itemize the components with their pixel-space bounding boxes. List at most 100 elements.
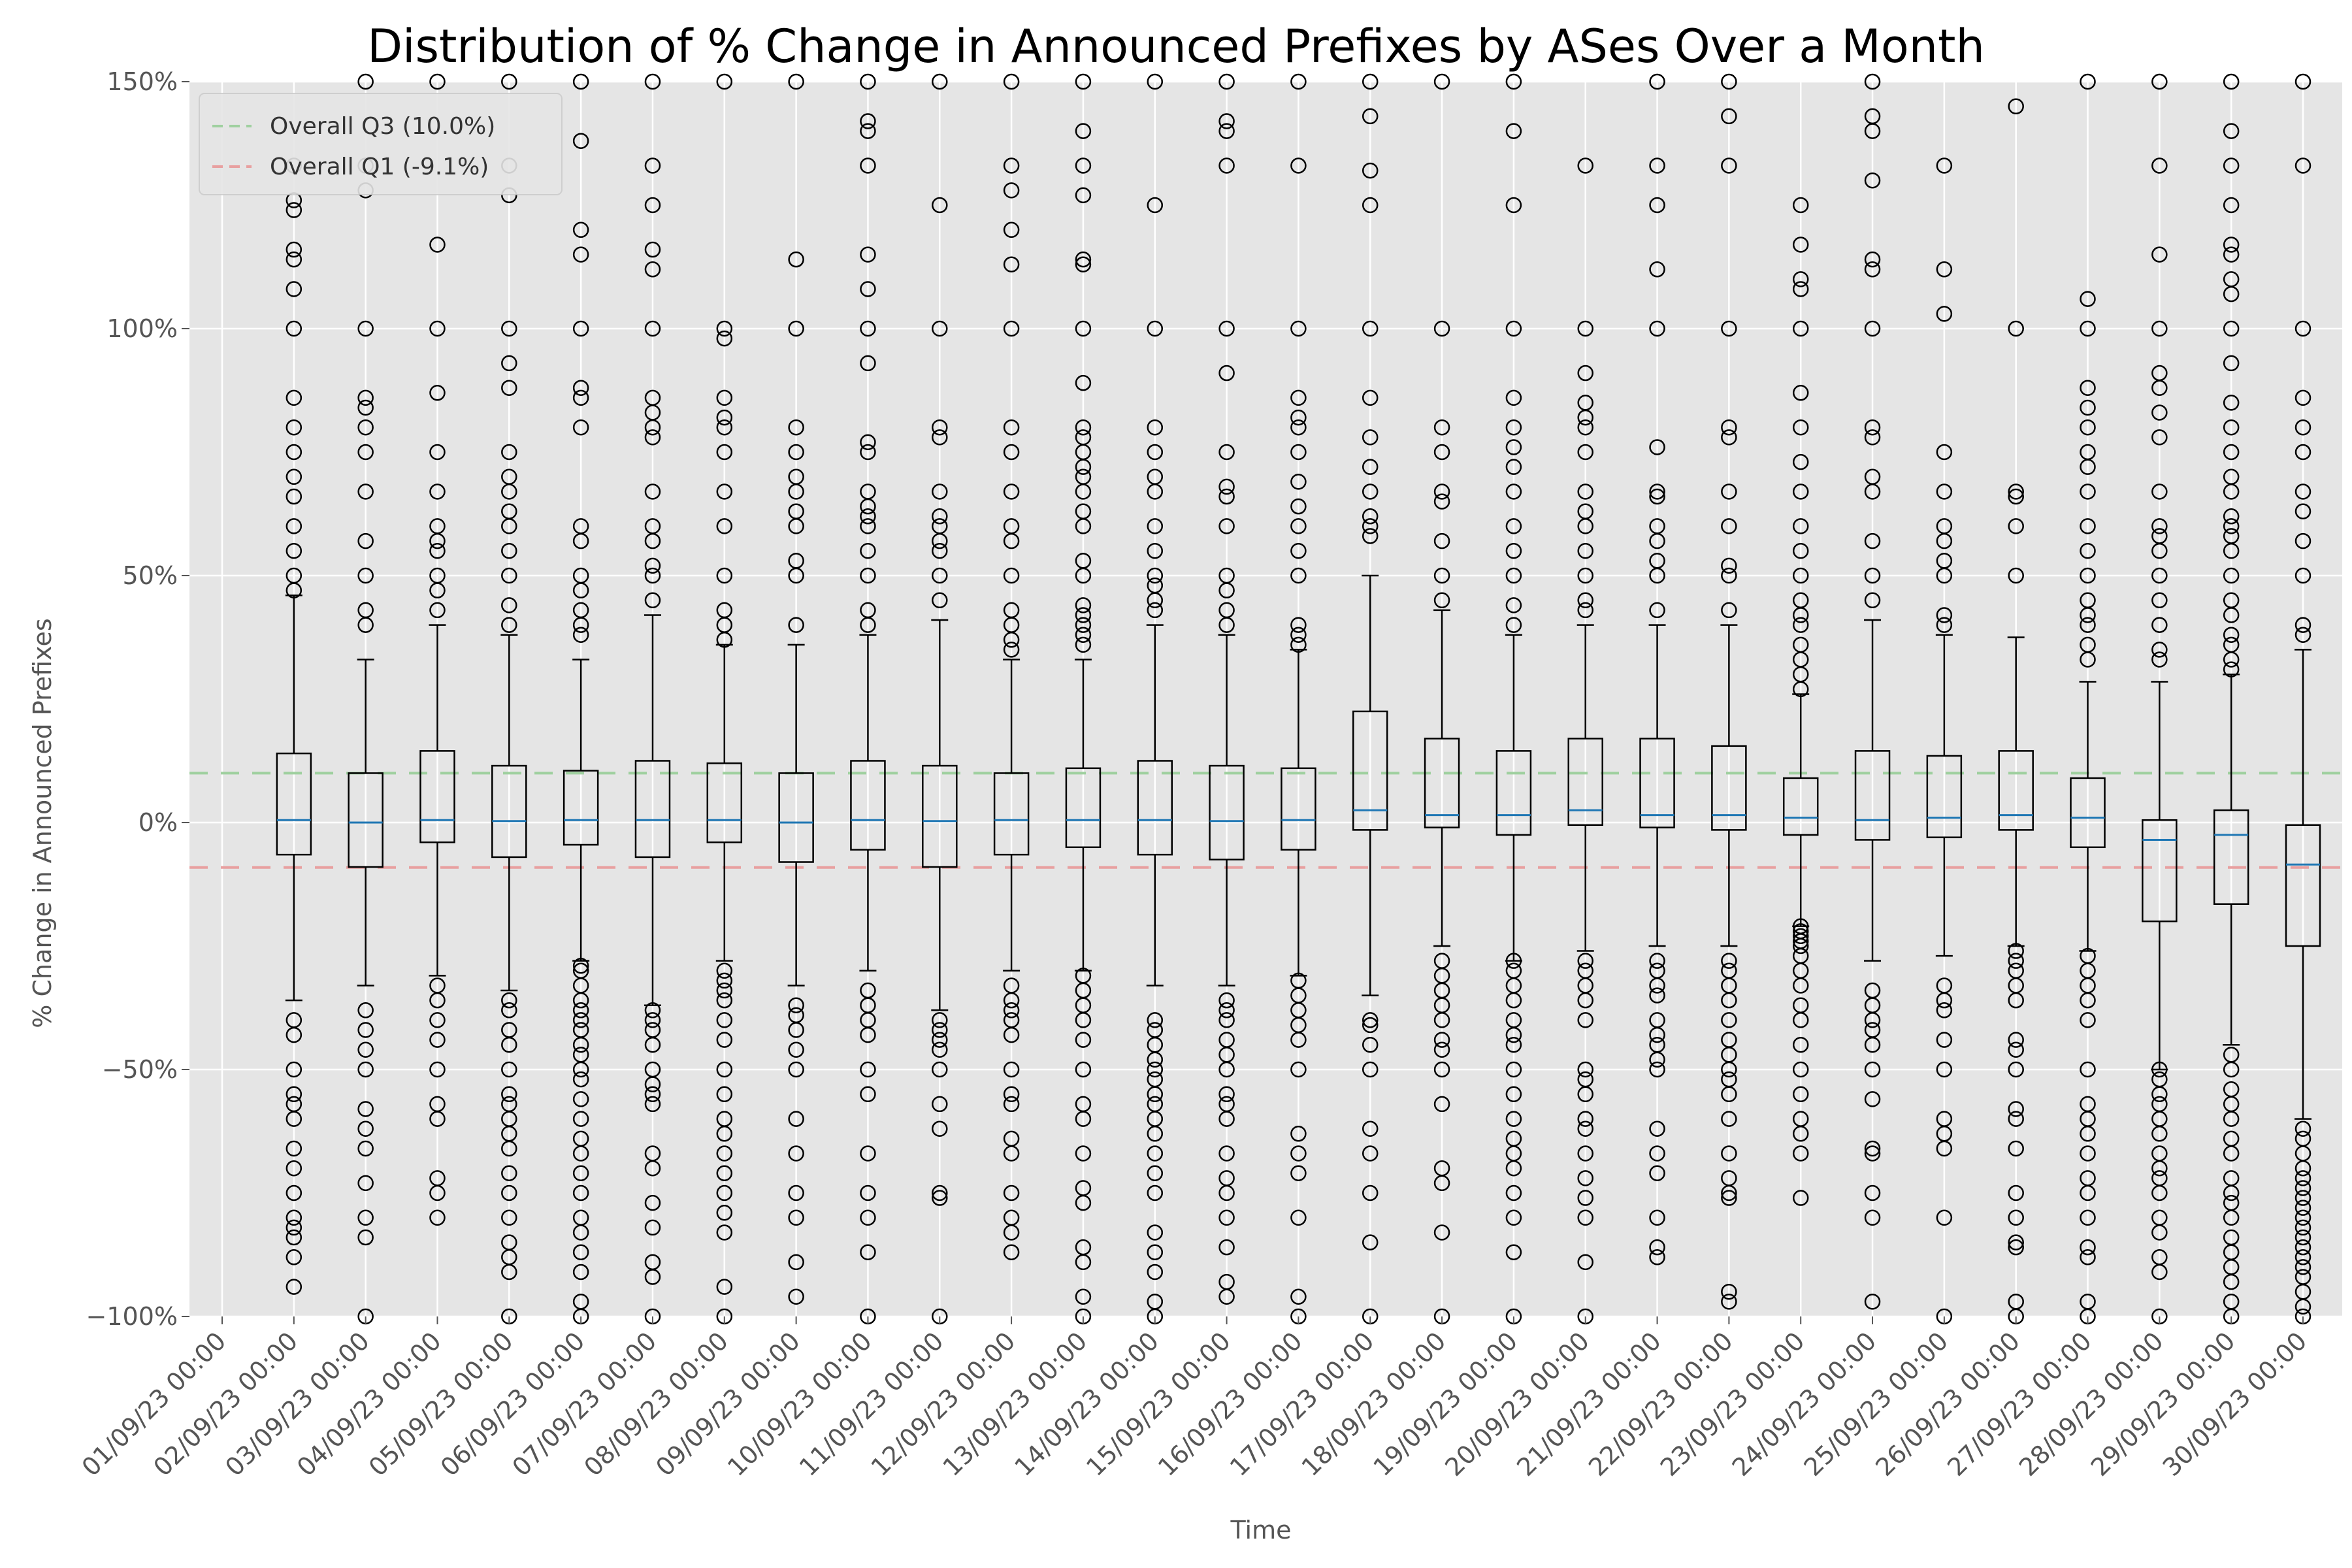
outlier-point: [2008, 518, 2024, 534]
outlier-point: [1075, 187, 1092, 204]
outlier-point: [2008, 483, 2024, 500]
outlier-point: [860, 483, 876, 500]
outlier-point: [2080, 1061, 2096, 1078]
outlier-point: [1577, 1209, 1593, 1226]
outlier-point: [1864, 468, 1881, 485]
outlier-point: [2295, 1180, 2311, 1196]
outlier-point: [1721, 518, 1737, 534]
outlier-point: [860, 281, 876, 297]
outlier-point: [1936, 1061, 1953, 1078]
outlier-point: [357, 567, 374, 584]
outlier-point: [501, 1061, 517, 1078]
outlier-point: [501, 1234, 517, 1250]
outlier-point: [1577, 962, 1593, 979]
box: [2070, 777, 2106, 849]
box: [1639, 738, 1675, 828]
outlier-point: [357, 1041, 374, 1058]
outlier-point: [644, 1254, 661, 1271]
outlier-point: [1075, 1180, 1092, 1196]
outlier-point: [1649, 197, 1665, 214]
outlier-point: [1362, 1184, 1379, 1201]
outlier-point: [429, 320, 446, 337]
outlier-point: [1864, 73, 1881, 90]
outlier-point: [788, 503, 804, 519]
outlier-point: [644, 483, 661, 500]
outlier-point: [644, 320, 661, 337]
outlier-point: [1864, 108, 1881, 125]
outlier-point: [788, 1007, 804, 1024]
outlier-point: [2295, 1190, 2311, 1206]
outlier-point: [429, 1096, 446, 1113]
outlier-point: [2080, 636, 2096, 653]
outlier-point: [644, 389, 661, 406]
outlier-point: [1649, 1239, 1665, 1256]
outlier-point: [1721, 419, 1737, 436]
outlier-point: [1792, 1036, 1809, 1053]
box-group: [1998, 98, 2034, 1325]
outlier-point: [1362, 459, 1379, 475]
outlier-point: [1147, 1224, 1164, 1241]
outlier-point: [932, 73, 948, 90]
outlier-point: [1792, 636, 1809, 653]
outlier-point: [357, 532, 374, 549]
outlier-point: [286, 468, 302, 485]
outlier-point: [1792, 617, 1809, 633]
outlier-point: [1505, 542, 1522, 559]
outlier-point: [1649, 518, 1665, 534]
outlier-point: [357, 1140, 374, 1157]
outlier-point: [1433, 1032, 1450, 1048]
outlier-point: [1362, 73, 1379, 90]
outlier-point: [788, 553, 804, 569]
outlier-point: [1433, 483, 1450, 500]
outlier-point: [1721, 1294, 1737, 1310]
outlier-point: [1433, 320, 1450, 337]
outlier-point: [2223, 508, 2240, 525]
outlier-point: [1577, 953, 1593, 969]
outlier-point: [2223, 395, 2240, 411]
outlier-point: [1075, 1239, 1092, 1256]
outlier-point: [286, 389, 302, 406]
outlier-point: [1792, 483, 1809, 500]
outlier-point: [1433, 419, 1450, 436]
outlier-point: [932, 1190, 948, 1206]
box-group: [706, 73, 743, 1325]
outlier-point: [1864, 261, 1881, 278]
outlier-point: [1218, 992, 1235, 1009]
outlier-point: [572, 380, 589, 396]
outlier-point: [429, 1012, 446, 1028]
outlier-point: [501, 567, 517, 584]
outlier-point: [1290, 157, 1307, 174]
box-group: [634, 73, 671, 1325]
outlier-point: [1936, 444, 1953, 461]
y-tick-label: −50%: [102, 1055, 178, 1084]
outlier-point: [788, 1061, 804, 1078]
outlier-point: [1505, 419, 1522, 436]
outlier-point: [860, 1086, 876, 1103]
box: [1567, 738, 1603, 826]
outlier-point: [1362, 1036, 1379, 1053]
outlier-point: [2223, 444, 2240, 461]
outlier-point: [2080, 419, 2096, 436]
outlier-point: [1003, 642, 1020, 658]
outlier-point: [1792, 923, 1809, 939]
outlier-point: [860, 246, 876, 263]
outlier-point: [1290, 1126, 1307, 1142]
outlier-point: [1649, 962, 1665, 979]
outlier-point: [644, 1086, 661, 1103]
outlier-point: [2080, 399, 2096, 416]
outlier-point: [286, 419, 302, 436]
outlier-point: [716, 518, 733, 534]
outlier-point: [644, 1012, 661, 1028]
outlier-point: [932, 320, 948, 337]
outlier-point: [2008, 1294, 2024, 1310]
outlier-point: [1290, 409, 1307, 426]
outlier-point: [1433, 1061, 1450, 1078]
outlier-point: [286, 241, 302, 258]
box: [1424, 738, 1460, 828]
outlier-point: [2080, 518, 2096, 534]
outlier-point: [1147, 1165, 1164, 1182]
outlier-point: [572, 419, 589, 436]
outlier-point: [572, 246, 589, 263]
outlier-point: [1290, 389, 1307, 406]
